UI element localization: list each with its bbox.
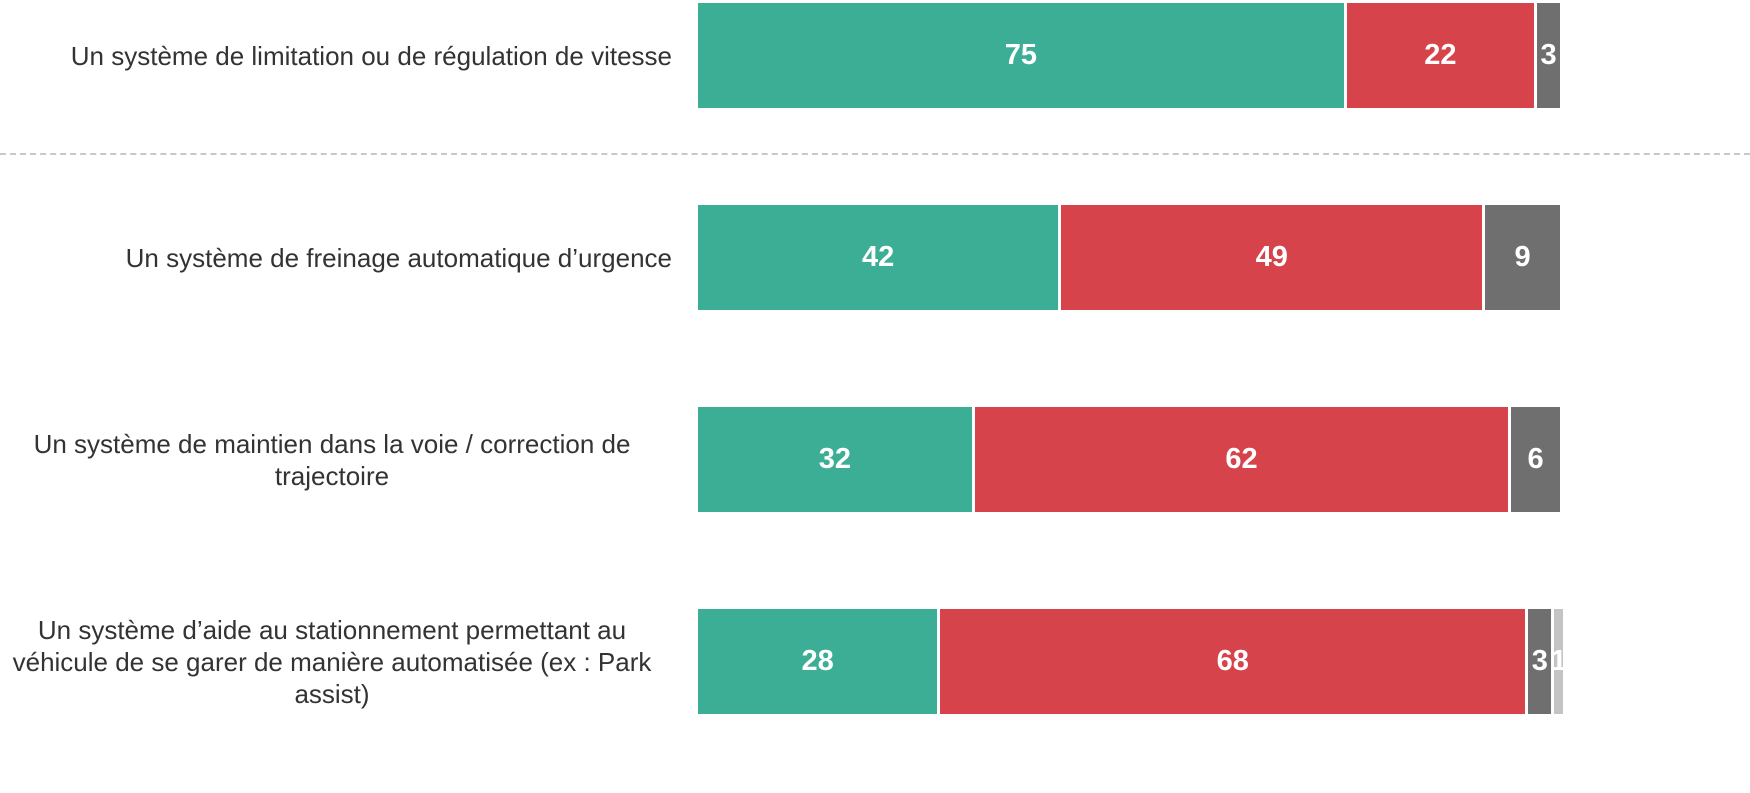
category-label: Un système de maintien dans la voie / co… <box>0 407 672 512</box>
value-label: 75 <box>1004 39 1037 71</box>
value-label: 3 <box>1531 645 1548 677</box>
category-text: Un système de maintien dans la voie / co… <box>33 428 631 491</box>
separator <box>0 153 1750 155</box>
bar-segment: 3 <box>1528 609 1555 714</box>
value-label: 42 <box>862 241 895 273</box>
value-label: 62 <box>1225 443 1258 475</box>
bar-segment: 1 <box>1551 609 1567 714</box>
bar-segment: 75 <box>698 3 1347 108</box>
value-label: 9 <box>1514 241 1531 273</box>
category-text: Un système de freinage automatique d’urg… <box>125 242 672 273</box>
bar-segment: 32 <box>698 407 975 512</box>
bar-segment: 22 <box>1346 3 1538 108</box>
bar-segment: 9 <box>1485 205 1563 310</box>
category-label: Un système de limitation ou de régulatio… <box>0 3 672 108</box>
bar-segment: 3 <box>1537 3 1563 108</box>
value-label: 22 <box>1424 39 1457 71</box>
bar-segment: 49 <box>1061 205 1486 310</box>
bar-segment: 62 <box>974 407 1512 512</box>
value-label: 3 <box>1540 39 1557 71</box>
bar-segment: 6 <box>1511 407 1563 512</box>
value-label: 49 <box>1255 241 1288 273</box>
value-label: 1 <box>1550 645 1567 677</box>
bar-segment: 28 <box>698 609 941 714</box>
value-label: 28 <box>801 645 834 677</box>
value-label: 6 <box>1527 443 1544 475</box>
bar-segment: 68 <box>940 609 1529 714</box>
category-label: Un système de freinage automatique d’urg… <box>0 205 672 310</box>
category-text: Un système d’aide au stationnement perme… <box>12 614 652 709</box>
category-label: Un système d’aide au stationnement perme… <box>0 609 672 714</box>
value-label: 68 <box>1216 645 1249 677</box>
value-label: 32 <box>818 443 852 475</box>
category-text: Un système de limitation ou de régulatio… <box>70 40 672 71</box>
bar-segment: 42 <box>698 205 1062 310</box>
